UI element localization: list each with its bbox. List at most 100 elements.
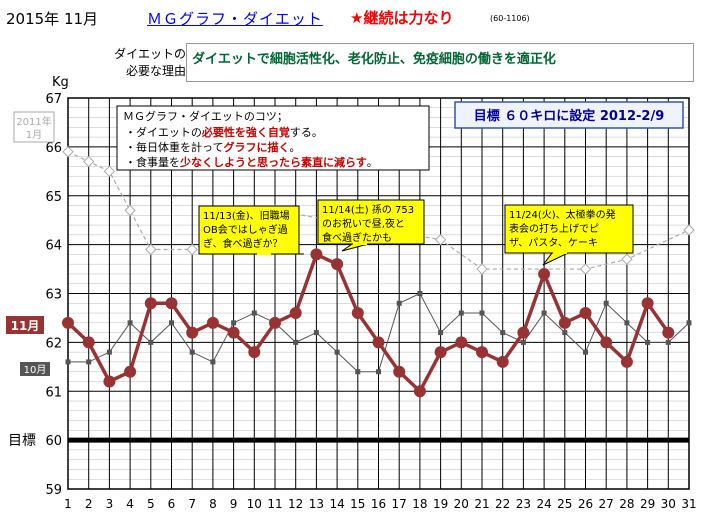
callout-text-line: のお祝いで昼,夜と bbox=[322, 217, 405, 230]
oct-series-point bbox=[542, 311, 547, 316]
x-tick-label: 19 bbox=[433, 497, 448, 511]
y-axis-label: Kg bbox=[52, 75, 69, 90]
x-tick-label: 10 bbox=[247, 497, 262, 511]
oct-series-point bbox=[397, 301, 402, 306]
tips-line: ・食事量を少なくしようと思ったら素直に減らす。 bbox=[125, 155, 378, 169]
ref-series-point bbox=[684, 225, 694, 235]
x-tick-label: 3 bbox=[106, 497, 114, 511]
x-tick-label: 23 bbox=[516, 497, 531, 511]
ref-series-tag-line2: 1月 bbox=[26, 129, 42, 141]
y-tick-label: 67 bbox=[45, 92, 62, 107]
nov-series-point bbox=[476, 346, 488, 358]
nov-series-point bbox=[248, 346, 260, 358]
oct-series-point bbox=[231, 320, 236, 325]
nov-series-point bbox=[455, 336, 467, 348]
oct-series-point bbox=[376, 369, 381, 374]
x-tick-label: 28 bbox=[619, 497, 634, 511]
ref-series-point bbox=[63, 147, 73, 157]
goal-box-text: 目標 ６０キロに設定 2012-2/9 bbox=[474, 108, 664, 124]
x-tick-label: 24 bbox=[536, 497, 551, 511]
x-tick-label: 12 bbox=[288, 497, 303, 511]
oct-series-tag-label: 10月 bbox=[24, 364, 47, 376]
nov-series-tag-label: 11月 bbox=[11, 319, 40, 333]
nov-series-point bbox=[83, 336, 95, 348]
oct-series-point bbox=[128, 320, 133, 325]
y-tick-label: 59 bbox=[45, 483, 62, 498]
x-tick-label: 16 bbox=[371, 497, 386, 511]
oct-series-point bbox=[148, 340, 153, 345]
nov-series-point bbox=[497, 356, 509, 368]
oct-series-point bbox=[604, 301, 609, 306]
y-tick-label: 61 bbox=[45, 385, 62, 400]
oct-series-point bbox=[666, 340, 671, 345]
oct-series-point bbox=[314, 330, 319, 335]
tips-line-part: 少なくしようと思ったら素直に減らす bbox=[179, 155, 367, 169]
x-tick-label: 29 bbox=[640, 497, 655, 511]
ref-series-point bbox=[84, 157, 94, 167]
nov-series-point bbox=[642, 297, 654, 309]
tips-line-part: ・毎日体重を計って bbox=[125, 140, 223, 154]
oct-series-point bbox=[500, 330, 505, 335]
oct-series-point bbox=[583, 350, 588, 355]
callout-pointer bbox=[543, 253, 568, 265]
oct-series-point bbox=[438, 330, 443, 335]
ref-series-point bbox=[187, 245, 197, 255]
oct-series-point bbox=[86, 359, 91, 364]
callout-text-line: 11/24(火)、太極拳の発 bbox=[509, 208, 616, 221]
oct-series-point bbox=[624, 320, 629, 325]
tips-line-part: 。 bbox=[367, 156, 378, 169]
y-tick-label: 60 bbox=[45, 434, 62, 449]
ref-series-point bbox=[104, 166, 114, 176]
nov-series-point bbox=[228, 327, 240, 339]
nov-series-point bbox=[662, 327, 674, 339]
oct-series-point bbox=[417, 291, 422, 296]
oct-series-point bbox=[562, 330, 567, 335]
ref-series-point bbox=[146, 245, 156, 255]
x-tick-label: 17 bbox=[392, 497, 407, 511]
tips-line-part: グラフに描く bbox=[223, 140, 289, 154]
oct-series-point bbox=[107, 350, 112, 355]
tips-line: ・ダイエットの必要性を強く自覚する。 bbox=[125, 125, 323, 139]
x-tick-label: 15 bbox=[350, 497, 365, 511]
nov-series-point bbox=[186, 327, 198, 339]
x-tick-label: 7 bbox=[188, 497, 196, 511]
tips-title: ＭＧグラフ・ダイエットのコツ； bbox=[123, 109, 288, 123]
x-tick-label: 2 bbox=[85, 497, 93, 511]
oct-series-point bbox=[480, 311, 485, 316]
oct-series-point bbox=[459, 311, 464, 316]
nov-series-point bbox=[621, 356, 633, 368]
nov-series-point bbox=[103, 375, 115, 387]
callout-text-line: 11/14(土) 孫の 753 bbox=[322, 203, 414, 216]
nov-series-point bbox=[207, 317, 219, 329]
callout-text-line: ザ、パスタ、ケーキ bbox=[509, 237, 598, 249]
ref-series-point bbox=[477, 264, 487, 274]
tips-line-part: ・食事量を bbox=[125, 155, 180, 169]
y-tick-label: 62 bbox=[45, 336, 62, 351]
tips-line-part: する。 bbox=[290, 126, 323, 139]
nov-series-point bbox=[373, 336, 385, 348]
oct-series-point bbox=[521, 340, 526, 345]
ref-series-tag-line1: 2011年 bbox=[16, 115, 51, 128]
tips-line-part: 必要性を強く自覚 bbox=[201, 125, 290, 139]
nov-series-point bbox=[435, 346, 447, 358]
nov-series-point bbox=[310, 248, 322, 260]
nov-series-point bbox=[580, 307, 592, 319]
x-tick-label: 21 bbox=[474, 497, 489, 511]
x-tick-label: 5 bbox=[147, 497, 155, 511]
x-tick-label: 26 bbox=[578, 497, 593, 511]
nov-series-point bbox=[538, 268, 550, 280]
oct-series-point bbox=[252, 311, 257, 316]
nov-series-point bbox=[393, 366, 405, 378]
x-tick-label: 6 bbox=[168, 497, 176, 511]
oct-series-point bbox=[355, 369, 360, 374]
oct-series-point bbox=[169, 320, 174, 325]
x-tick-label: 9 bbox=[230, 497, 238, 511]
tips-line-part: ・ダイエットの bbox=[125, 125, 202, 139]
nov-series-point bbox=[517, 327, 529, 339]
oct-series-point bbox=[210, 359, 215, 364]
y-tick-label: 65 bbox=[45, 190, 62, 205]
nov-series-point bbox=[269, 317, 281, 329]
callout-text-line: ぎ、食べ過ぎか？ bbox=[203, 237, 283, 250]
nov-series-point bbox=[352, 307, 364, 319]
